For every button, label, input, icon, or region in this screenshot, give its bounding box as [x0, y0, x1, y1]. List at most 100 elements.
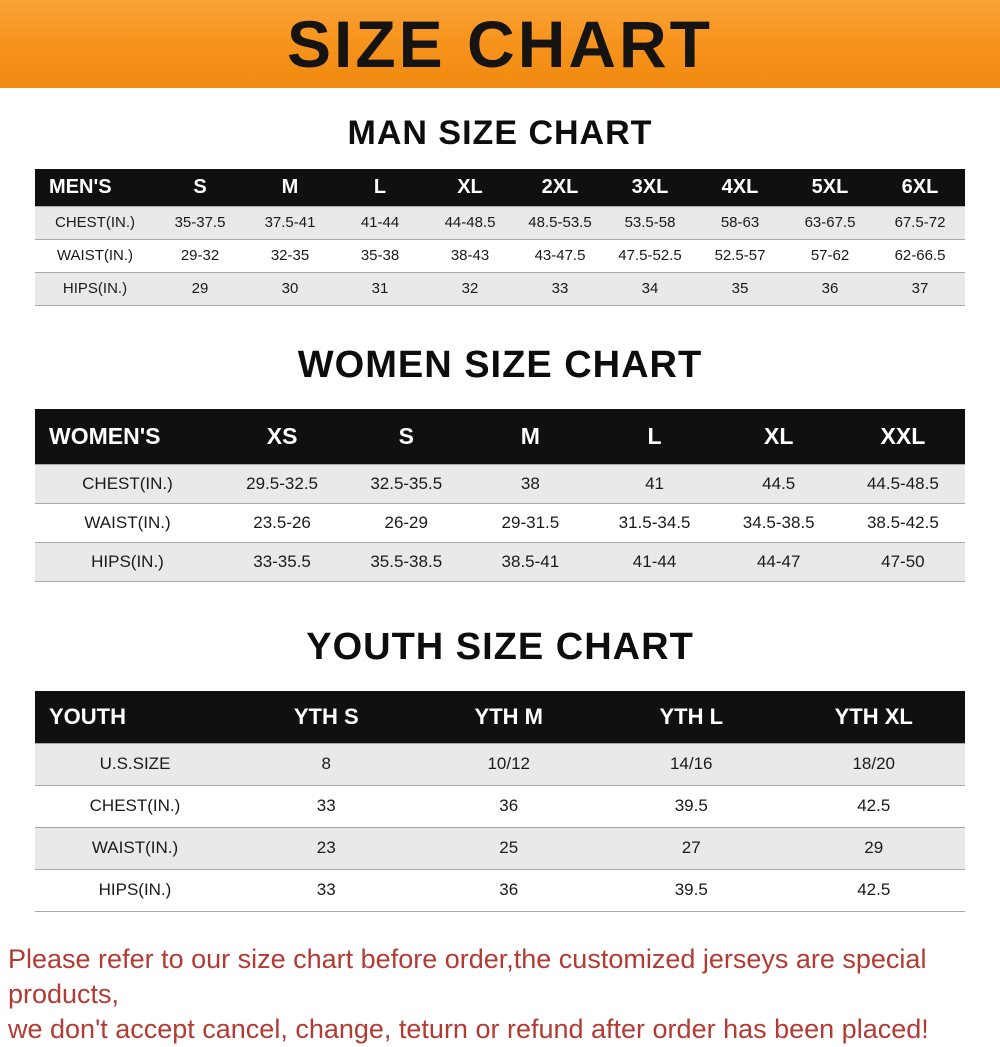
column-header: 5XL	[785, 169, 875, 206]
banner-title: SIZE CHART	[287, 7, 713, 81]
size-cell: 44.5	[716, 464, 841, 504]
column-header: S	[344, 408, 469, 465]
table-row: WAIST(IN.) 29-32 32-35 35-38 38-43 43-47.5 47.…	[35, 238, 965, 272]
size-cell: 32.5-35.5	[344, 464, 469, 504]
row-label: U.S.SIZE	[35, 742, 235, 785]
size-cell: 67.5-72	[875, 205, 965, 239]
size-cell: 23	[235, 826, 418, 869]
womens-section: WOMEN SIZE CHART WOMEN'S XS S M L XL XXL CHEST(…	[0, 343, 1000, 582]
size-cell: 29	[155, 271, 245, 305]
size-cell: 35-37.5	[155, 205, 245, 239]
column-header: XL	[425, 169, 515, 206]
row-label: CHEST(IN.)	[35, 464, 220, 504]
size-cell: 8	[235, 742, 418, 785]
column-header: L	[592, 408, 717, 465]
table-row: CHEST(IN.) 35-37.5 37.5-41 41-44 44-48.5 48.5…	[35, 205, 965, 239]
size-cell: 37	[875, 271, 965, 305]
size-cell: 34.5-38.5	[716, 503, 841, 543]
size-cell: 30	[245, 271, 335, 305]
size-cell: 26-29	[344, 503, 469, 543]
size-cell: 41-44	[592, 542, 717, 582]
column-header: YTH S	[235, 691, 418, 743]
table-row: CHEST(IN.) 29.5-32.5 32.5-35.5 38 41 44.5 44.5…	[35, 464, 965, 504]
mens-section: MAN SIZE CHART MEN'S S M L XL 2XL 3XL 4XL 5XL 6XL…	[0, 114, 1000, 306]
size-cell: 58-63	[695, 205, 785, 239]
column-header: XS	[220, 408, 345, 465]
size-cell: 29-31.5	[468, 503, 593, 543]
size-cell: 27	[600, 826, 783, 869]
size-cell: 62-66.5	[875, 238, 965, 272]
size-cell: 47-50	[840, 542, 965, 582]
column-header: 4XL	[695, 169, 785, 206]
size-cell: 33	[235, 784, 418, 827]
size-cell: 44.5-48.5	[840, 464, 965, 504]
size-cell: 48.5-53.5	[515, 205, 605, 239]
size-cell: 10/12	[417, 742, 600, 785]
banner: SIZE CHART	[0, 0, 1000, 88]
size-cell: 47.5-52.5	[605, 238, 695, 272]
size-cell: 39.5	[600, 784, 783, 827]
column-header: 2XL	[515, 169, 605, 206]
column-header: XXL	[840, 408, 965, 465]
size-cell: 31.5-34.5	[592, 503, 717, 543]
column-header: 6XL	[875, 169, 965, 206]
table-row: U.S.SIZE 8 10/12 14/16 18/20	[35, 742, 965, 785]
table-row: HIPS(IN.) 33-35.5 35.5-38.5 38.5-41 41-44 44-…	[35, 542, 965, 582]
column-header: YTH M	[417, 691, 600, 743]
table-row: HIPS(IN.) 29 30 31 32 33 34 35 36 37	[35, 271, 965, 305]
youth-heading: YOUTH SIZE CHART	[306, 626, 694, 668]
size-cell: 36	[785, 271, 875, 305]
column-header: M	[245, 169, 335, 206]
womens-heading: WOMEN SIZE CHART	[297, 343, 703, 386]
table-row: WAIST(IN.) 23 25 27 29	[35, 826, 965, 869]
column-header: YTH XL	[782, 691, 965, 743]
table-row: CHEST(IN.) 33 36 39.5 42.5	[35, 784, 965, 827]
row-label: WAIST(IN.)	[35, 826, 235, 869]
disclaimer: Please refer to our size chart before or…	[0, 942, 1000, 1047]
size-cell: 35.5-38.5	[344, 542, 469, 582]
table-row: WAIST(IN.) 23.5-26 26-29 29-31.5 31.5-34.5 34…	[35, 503, 965, 543]
size-cell: 44-47	[716, 542, 841, 582]
size-cell: 29-32	[155, 238, 245, 272]
row-label: WAIST(IN.)	[35, 238, 155, 272]
disclaimer-line-2: we don't accept cancel, change, teturn o…	[8, 1013, 929, 1044]
youth-size-table: YOUTH YTH S YTH M YTH L YTH XL U.S.SIZE 8 10/12…	[35, 691, 965, 912]
size-cell: 37.5-41	[245, 205, 335, 239]
mens-heading: MAN SIZE CHART	[347, 114, 653, 152]
size-cell: 14/16	[600, 742, 783, 785]
size-cell: 23.5-26	[220, 503, 345, 543]
size-cell: 35-38	[335, 238, 425, 272]
row-label: HIPS(IN.)	[35, 271, 155, 305]
size-cell: 43-47.5	[515, 238, 605, 272]
column-header: 3XL	[605, 169, 695, 206]
column-header: L	[335, 169, 425, 206]
row-label: CHEST(IN.)	[35, 205, 155, 239]
table-corner-label: YOUTH	[35, 691, 235, 743]
size-cell: 41	[592, 464, 717, 504]
column-header: YTH L	[600, 691, 783, 743]
size-cell: 52.5-57	[695, 238, 785, 272]
size-cell: 18/20	[782, 742, 965, 785]
size-cell: 53.5-58	[605, 205, 695, 239]
size-cell: 33	[515, 271, 605, 305]
column-header: S	[155, 169, 245, 206]
disclaimer-line-1: Please refer to our size chart before or…	[8, 943, 927, 1009]
row-label: HIPS(IN.)	[35, 868, 235, 911]
size-cell: 25	[417, 826, 600, 869]
size-cell: 38.5-42.5	[840, 503, 965, 543]
size-cell: 63-67.5	[785, 205, 875, 239]
size-cell: 38-43	[425, 238, 515, 272]
table-row: HIPS(IN.) 33 36 39.5 42.5	[35, 868, 965, 911]
womens-size-table: WOMEN'S XS S M L XL XXL CHEST(IN.) 29.5-32.5 32.5…	[35, 408, 965, 582]
size-cell: 42.5	[782, 784, 965, 827]
size-cell: 41-44	[335, 205, 425, 239]
size-cell: 36	[417, 868, 600, 911]
row-label: WAIST(IN.)	[35, 503, 220, 543]
size-cell: 39.5	[600, 868, 783, 911]
table-corner-label: WOMEN'S	[35, 408, 220, 465]
size-cell: 32-35	[245, 238, 335, 272]
size-cell: 31	[335, 271, 425, 305]
size-cell: 33	[235, 868, 418, 911]
size-cell: 38.5-41	[468, 542, 593, 582]
